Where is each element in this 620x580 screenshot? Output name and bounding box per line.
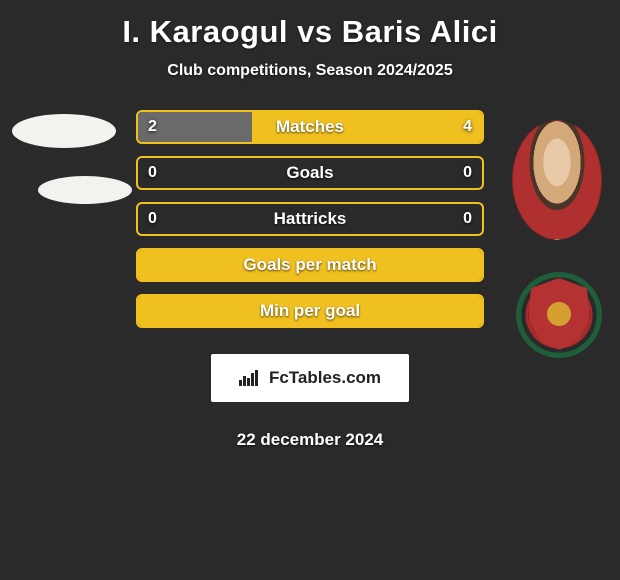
stat-label: Min per goal — [260, 301, 360, 321]
stat-label: Hattricks — [274, 209, 347, 229]
stat-value-right: 0 — [463, 164, 472, 182]
stat-value-left: 0 — [148, 164, 157, 182]
subtitle: Club competitions, Season 2024/2025 — [0, 62, 620, 80]
left-player-column — [10, 110, 120, 204]
stat-row: Goals per match — [136, 248, 484, 282]
bars-icon — [239, 370, 261, 386]
stat-label: Goals — [286, 163, 333, 183]
stat-row: 0 0 Hattricks — [136, 202, 484, 236]
club-badge — [516, 272, 602, 358]
stat-row: 0 0 Goals — [136, 156, 484, 190]
comparison-card: I. Karaogul vs Baris Alici Club competit… — [0, 0, 620, 450]
stat-value-right: 4 — [463, 118, 472, 136]
stat-value-right: 0 — [463, 210, 472, 228]
page-title: I. Karaogul vs Baris Alici — [0, 14, 620, 50]
stats-column: 2 4 Matches 0 0 Goals 0 0 Hattricks Goals per mat… — [130, 110, 490, 450]
player-avatar — [512, 120, 602, 240]
stat-label: Goals per match — [243, 255, 376, 275]
stat-value-left: 2 — [148, 118, 157, 136]
stat-label: Matches — [276, 117, 344, 137]
attribution-badge: FcTables.com — [211, 354, 409, 402]
right-player-column — [500, 110, 610, 358]
attribution-text: FcTables.com — [269, 368, 381, 388]
stat-row: Min per goal — [136, 294, 484, 328]
club-badge-placeholder — [38, 176, 132, 204]
main-row: 2 4 Matches 0 0 Goals 0 0 Hattricks Goals per mat… — [0, 110, 620, 450]
date-label: 22 december 2024 — [237, 430, 384, 450]
player-avatar-placeholder — [12, 114, 116, 148]
stat-value-left: 0 — [148, 210, 157, 228]
stat-row: 2 4 Matches — [136, 110, 484, 144]
